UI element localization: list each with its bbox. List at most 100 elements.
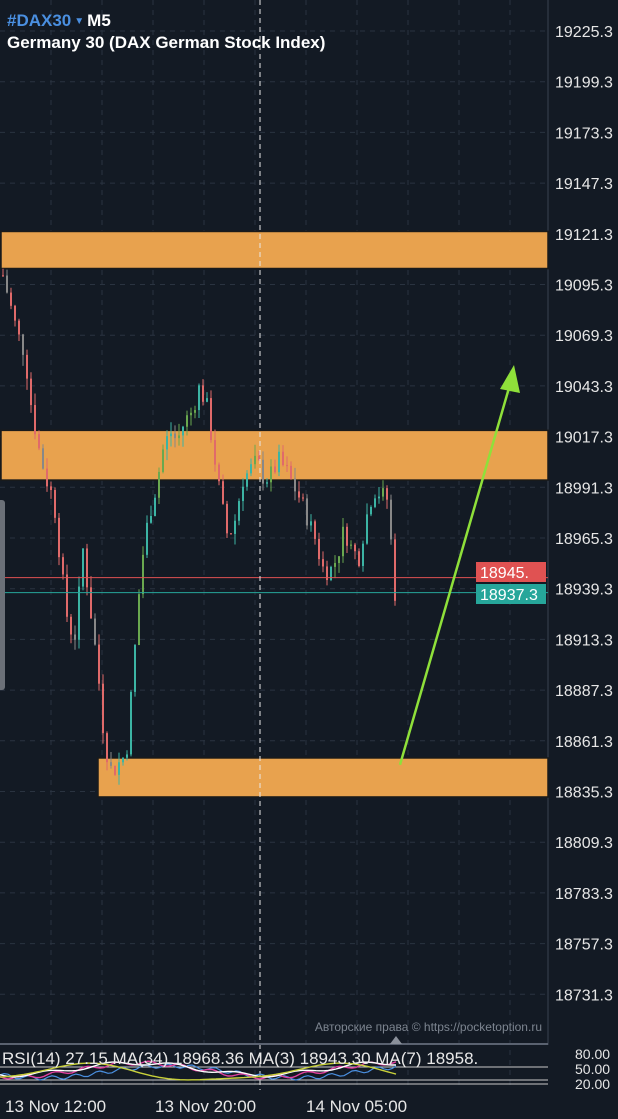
candle-body	[290, 465, 292, 479]
candle-body	[190, 412, 192, 416]
candle-body	[278, 451, 280, 473]
candle-body	[194, 410, 196, 413]
candle-body	[114, 765, 116, 775]
candle-body	[258, 455, 260, 460]
price-axis-label: 19095.3	[555, 278, 613, 295]
candle-body	[382, 488, 384, 497]
candle-body	[322, 559, 324, 567]
candle-body	[314, 521, 316, 539]
candle-body	[62, 557, 64, 575]
candle-body	[286, 465, 288, 467]
scroll-handle[interactable]	[0, 500, 5, 690]
candle-body	[166, 436, 168, 450]
candle-body	[366, 514, 368, 544]
candle-body	[282, 451, 284, 466]
candle-body	[22, 334, 24, 355]
price-axis-label: 18991.3	[555, 480, 613, 497]
forecast-arrow-head-icon	[500, 364, 520, 393]
candle-body	[266, 482, 268, 484]
ask-price-tag	[476, 562, 546, 582]
support-resistance-zone	[0, 230, 549, 270]
candle-body	[374, 498, 376, 507]
price-axis-label: 19121.3	[555, 227, 613, 244]
candle-body	[206, 398, 208, 402]
candle-body	[46, 468, 48, 487]
price-axis-label: 19069.3	[555, 328, 613, 345]
candle-body	[82, 548, 84, 587]
candle-body	[170, 433, 172, 437]
candle-body	[250, 464, 252, 474]
candle-body	[318, 538, 320, 560]
candle-body	[274, 466, 276, 473]
candle-body	[390, 499, 392, 540]
candle-body	[134, 645, 136, 692]
candle-body	[354, 544, 356, 552]
time-axis-label: 14 Nov 05:00	[306, 1097, 407, 1116]
collapse-triangle-icon	[390, 1036, 402, 1044]
candle-body	[198, 385, 200, 411]
candle-body	[302, 497, 304, 499]
current-price-tag	[476, 584, 546, 604]
caret-down-icon[interactable]: ▼	[74, 16, 85, 27]
candle-body	[246, 473, 248, 487]
candle-body	[146, 522, 148, 555]
candle-body	[270, 466, 272, 483]
candle-body	[74, 634, 76, 640]
candle-body	[186, 415, 188, 427]
price-axis-label: 18731.3	[555, 987, 613, 1004]
symbol-selector[interactable]: #DAX30	[7, 11, 72, 30]
candle-body	[18, 320, 20, 335]
price-axis-label: 18887.3	[555, 683, 613, 700]
candle-body	[178, 435, 180, 439]
candle-body	[234, 520, 236, 534]
candle-body	[254, 455, 256, 465]
candle-body	[378, 496, 380, 499]
candle-body	[370, 506, 372, 515]
candle-body	[70, 616, 72, 635]
price-axis-label: 19199.3	[555, 75, 613, 92]
price-axis-label: 18861.3	[555, 734, 613, 751]
timeframe-label[interactable]: M5	[87, 11, 111, 30]
candle-body	[2, 275, 4, 277]
candle-body	[90, 587, 92, 619]
candle-body	[34, 405, 36, 435]
candle-body	[94, 618, 96, 645]
candle-body	[162, 449, 164, 472]
candle-body	[330, 566, 332, 581]
candle-body	[306, 498, 308, 526]
candle-body	[238, 501, 240, 521]
candle-body	[98, 644, 100, 684]
candle-body	[150, 515, 152, 523]
rsi-ma7-line	[0, 1061, 396, 1078]
rsi-level-label: 20.00	[575, 1076, 610, 1092]
candle-body	[230, 533, 232, 535]
candle-body	[394, 539, 396, 601]
candle-body	[38, 434, 40, 449]
candle-body	[30, 378, 32, 406]
candle-body	[262, 459, 264, 484]
price-axis-label: 19225.3	[555, 24, 613, 41]
candle-body	[350, 544, 352, 546]
candle-body	[110, 762, 112, 766]
candle-body	[102, 683, 104, 734]
watermark: Авторские права © https://pocketoption.r…	[314, 1020, 542, 1034]
candle-body	[58, 517, 60, 558]
candle-body	[78, 586, 80, 640]
candle-body	[6, 275, 8, 293]
candle-body	[226, 503, 228, 534]
candle-body	[362, 543, 364, 566]
candle-body	[154, 497, 156, 516]
price-axis-label: 19043.3	[555, 379, 613, 396]
rsi-level-label: 80.00	[575, 1046, 610, 1062]
rsi-line	[0, 1063, 397, 1081]
candle-body	[42, 448, 44, 469]
candle-body	[130, 691, 132, 755]
candle-body	[158, 471, 160, 498]
price-axis-label: 18939.3	[555, 582, 613, 599]
candle-body	[334, 563, 336, 567]
forecast-arrow-line	[398, 380, 513, 766]
candle-body	[122, 757, 124, 763]
current-price-value: 18937.3	[480, 587, 538, 604]
time-axis-label: 13 Nov 20:00	[155, 1097, 256, 1116]
